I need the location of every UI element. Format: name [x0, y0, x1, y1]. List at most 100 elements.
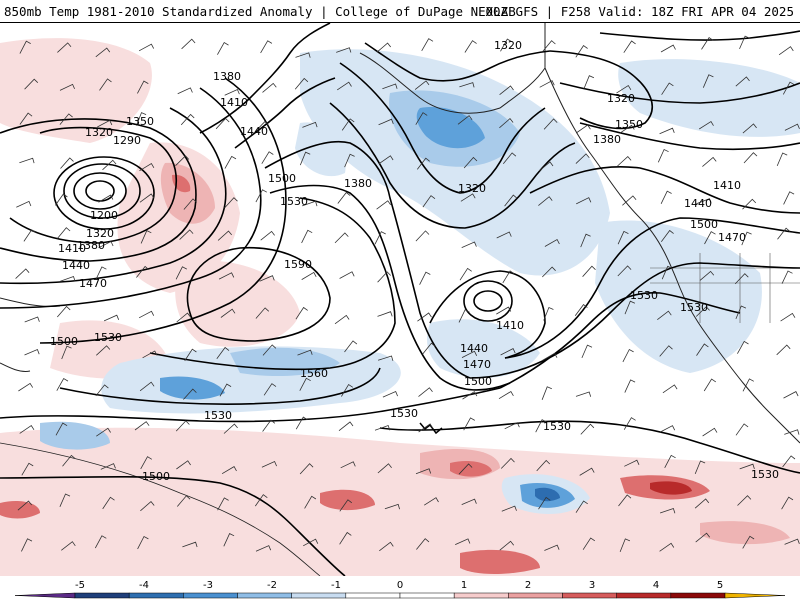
wind-barb: [735, 305, 747, 320]
wind-barb: [344, 340, 358, 353]
wind-barb: [502, 270, 515, 284]
wind-barb: [418, 423, 434, 433]
wind-barb: [580, 233, 591, 248]
wind-barb: [502, 152, 517, 165]
wind-barb: [302, 200, 318, 207]
contour-line: [0, 118, 197, 262]
wind-barb: [735, 423, 749, 436]
contour-line: [473, 290, 503, 312]
wind-barb: [217, 230, 233, 241]
contour-label: 1410: [496, 319, 524, 332]
contour-line: [429, 270, 546, 359]
wind-barb: [377, 271, 391, 283]
wind-barb: [659, 127, 675, 135]
anomaly-region: [416, 107, 485, 149]
wind-barb: [175, 266, 187, 280]
contour-label: 1410: [220, 96, 248, 109]
wind-barb: [575, 124, 591, 134]
wind-barb: [583, 75, 595, 89]
colorbar-swatch: [670, 592, 726, 599]
wind-barb: [182, 541, 198, 548]
wind-barb: [659, 345, 673, 357]
anomaly-colorbar: -5 -4 -3 -2 -1 0 1 2 3 4 5: [0, 576, 800, 600]
contour-label: 1500: [142, 470, 170, 483]
contour-line: [234, 77, 336, 149]
wind-barb: [617, 230, 629, 245]
wind-barb: [415, 468, 432, 475]
wind-barb: [694, 498, 710, 509]
wind-barb: [619, 124, 635, 134]
contour-line: [73, 172, 127, 210]
contour-line: [0, 107, 227, 285]
wind-barb: [336, 47, 352, 53]
contour-label: 1500: [50, 335, 78, 348]
wind-barb: [134, 421, 150, 431]
wind-barb: [703, 378, 717, 392]
wind-barb: [742, 123, 757, 134]
wind-barb: [741, 231, 752, 246]
wind-barb: [15, 268, 30, 279]
contour-line: [199, 23, 331, 134]
wind-barb: [334, 314, 350, 325]
wind-barb: [501, 505, 517, 512]
contour-line: [59, 367, 381, 405]
wind-barb: [57, 227, 71, 239]
colorbar-swatch: [508, 592, 563, 599]
wind-barb: [575, 500, 588, 513]
wind-barb: [574, 304, 588, 317]
wind-barb: [374, 231, 386, 245]
wind-barb: [254, 121, 269, 132]
wind-barb: [624, 300, 636, 315]
contour-label: 1320: [494, 39, 522, 52]
wind-barb: [136, 112, 147, 126]
colorbar-swatch: [237, 592, 292, 599]
wind-barb: [575, 45, 588, 58]
wind-barb: [459, 82, 475, 88]
wind-barb: [662, 384, 678, 394]
contour-line: [39, 77, 287, 344]
colorbar-canvas: -5 -4 -3 -2 -1 0 1 2 3 4 5: [14, 580, 786, 599]
colorbar-swatch: [453, 592, 509, 599]
wind-barb: [657, 310, 672, 321]
wind-barb: [183, 198, 197, 210]
wind-barb: [339, 531, 352, 545]
contour-line: [0, 475, 346, 576]
wind-barb: [344, 153, 355, 168]
wind-barb: [702, 156, 717, 167]
wind-barb: [96, 345, 111, 356]
contour-line: [364, 42, 551, 82]
wind-barb: [55, 422, 68, 436]
wind-barb: [24, 316, 40, 323]
wind-barb: [334, 232, 349, 244]
wind-barb: [458, 463, 473, 475]
wind-barb: [21, 538, 33, 552]
wind-barb: [216, 346, 230, 359]
anomaly-region: [295, 122, 346, 177]
map-header: 850mb Temp 1981-2010 Standardized Anomal…: [0, 0, 800, 23]
wind-barb: [24, 348, 40, 356]
wind-barb: [776, 152, 788, 167]
contour-label: 1500: [268, 172, 296, 185]
wind-barb: [500, 38, 512, 52]
wind-barb: [59, 83, 75, 91]
contour-line: [504, 217, 800, 359]
contour-label: 1320: [85, 126, 113, 139]
wind-barb: [339, 271, 355, 279]
wind-barb: [421, 38, 434, 52]
wind-barb: [499, 540, 515, 551]
wind-barb: [56, 377, 69, 391]
contour-label: 1470: [79, 277, 107, 290]
contour-line: [549, 50, 654, 130]
colorbar-swatch: [14, 592, 76, 599]
contour-label: 1440: [240, 125, 268, 138]
colorbar-swatch: [345, 592, 401, 599]
wind-barb: [784, 123, 800, 131]
wind-barb: [223, 423, 238, 434]
wind-barb: [696, 198, 712, 205]
wind-barb: [294, 77, 309, 90]
contour-label: 1410: [58, 242, 86, 255]
wind-barb: [377, 463, 392, 474]
wind-barb: [415, 230, 430, 242]
wind-barb: [659, 507, 676, 514]
wind-barb: [617, 156, 632, 167]
